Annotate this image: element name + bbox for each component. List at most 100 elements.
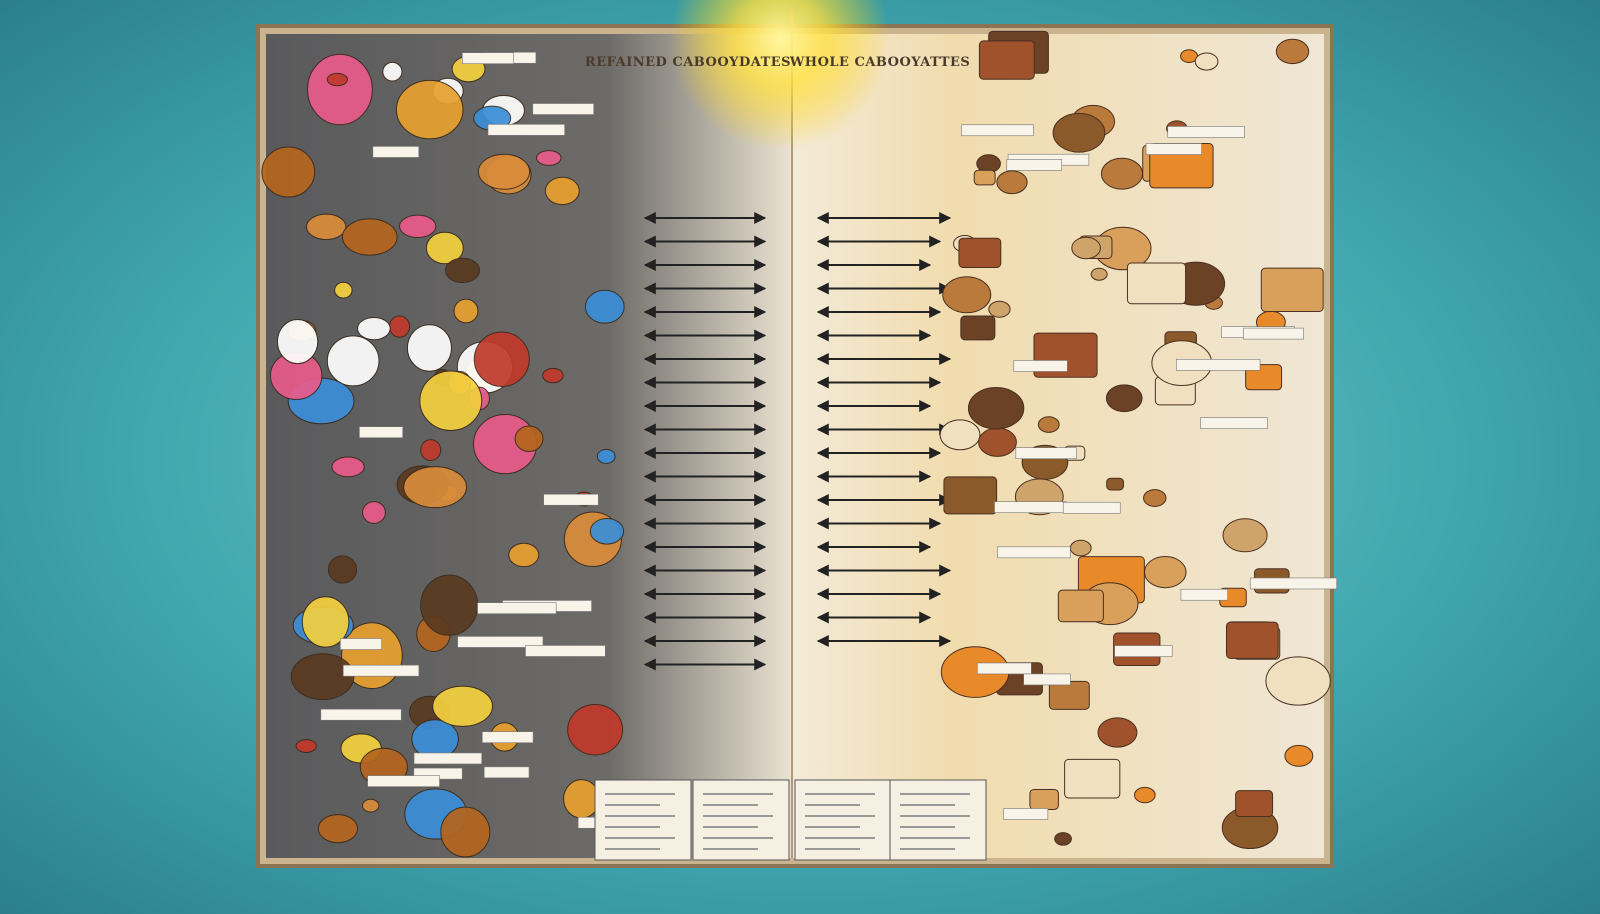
label-tag	[1167, 126, 1245, 138]
food-item	[420, 574, 479, 636]
food-item	[362, 798, 380, 813]
food-item	[542, 367, 564, 384]
food-item	[1126, 262, 1187, 305]
food-item	[958, 237, 1002, 268]
label-tag	[1003, 808, 1049, 820]
food-item	[508, 542, 540, 568]
food-item	[1057, 589, 1104, 623]
food-item	[943, 476, 998, 515]
right-panel	[792, 34, 1324, 858]
food-item	[942, 276, 992, 314]
food-item	[1194, 52, 1219, 71]
food-item	[317, 814, 359, 844]
food-item	[1071, 236, 1101, 260]
food-item	[1069, 539, 1092, 557]
food-item	[406, 324, 452, 372]
food-item	[1275, 38, 1310, 65]
food-item	[996, 170, 1028, 195]
label-tag	[367, 775, 440, 787]
sun-glow	[670, 0, 890, 150]
food-item	[276, 318, 319, 365]
food-item	[382, 61, 403, 82]
label-tag	[543, 493, 599, 506]
food-item	[341, 218, 398, 256]
food-item	[357, 316, 391, 341]
label-tag	[1176, 359, 1261, 371]
label-tag	[1006, 159, 1062, 171]
food-item	[567, 703, 624, 756]
food-item	[306, 53, 373, 126]
food-item	[395, 79, 464, 140]
label-tag	[1249, 577, 1337, 590]
food-item	[326, 72, 348, 87]
food-item	[1106, 477, 1125, 491]
food-item	[362, 501, 386, 524]
food-item	[1064, 758, 1121, 799]
label-tag	[1200, 417, 1268, 429]
food-item	[988, 300, 1011, 318]
food-item	[967, 386, 1025, 430]
label-tag	[413, 752, 483, 765]
food-item	[1100, 157, 1144, 190]
food-item	[453, 298, 479, 324]
label-tag	[487, 124, 565, 136]
label-tag	[483, 766, 530, 779]
food-item	[1222, 518, 1268, 553]
food-item	[1029, 789, 1059, 810]
food-item	[1235, 790, 1274, 818]
label-tag	[320, 708, 402, 721]
left-title: REFAINED CABOOYDATES	[585, 55, 791, 70]
food-item	[1048, 680, 1090, 710]
food-item	[596, 448, 616, 464]
food-item	[589, 517, 625, 545]
food-item	[973, 169, 996, 186]
food-item	[1054, 832, 1072, 846]
food-item	[334, 281, 353, 299]
decorations	[261, 30, 1337, 861]
food-item	[1052, 112, 1106, 153]
food-item	[477, 153, 531, 190]
food-item	[544, 176, 580, 206]
food-item	[978, 427, 1017, 457]
label-tag	[532, 103, 595, 115]
label-tag	[1180, 588, 1228, 601]
label-tag	[997, 546, 1071, 559]
food-item	[1284, 744, 1314, 767]
label-tag	[342, 664, 420, 677]
food-item	[327, 555, 358, 584]
label-tag	[1145, 143, 1202, 155]
food-item	[301, 596, 350, 648]
food-item	[425, 231, 464, 265]
food-item	[584, 289, 625, 324]
food-item	[1265, 656, 1331, 706]
label-tag	[1114, 645, 1173, 657]
label-tag	[477, 602, 557, 614]
label-tag	[1023, 673, 1071, 686]
food-item	[1105, 384, 1143, 413]
food-item	[261, 146, 316, 198]
food-item	[563, 779, 600, 819]
right-title: WHOLE CABOOYATTES	[789, 55, 971, 70]
label-tag	[1015, 447, 1077, 459]
food-item	[978, 40, 1035, 80]
food-item	[1260, 267, 1324, 313]
food-item	[419, 370, 483, 431]
food-item	[960, 315, 996, 341]
food-item	[306, 213, 347, 241]
food-item	[389, 315, 411, 338]
label-tag	[1243, 327, 1304, 340]
food-item	[473, 331, 530, 387]
food-item	[1143, 556, 1187, 589]
label-tag	[525, 645, 606, 657]
label-tag	[457, 636, 544, 648]
food-item	[295, 739, 317, 753]
food-item	[514, 425, 544, 453]
food-item	[403, 466, 468, 509]
food-item	[432, 685, 494, 727]
food-item	[536, 150, 562, 166]
label-tag	[481, 731, 534, 744]
label-tag	[1013, 360, 1068, 372]
food-item	[399, 214, 437, 239]
food-item	[326, 335, 380, 387]
label-tag	[977, 662, 1032, 675]
